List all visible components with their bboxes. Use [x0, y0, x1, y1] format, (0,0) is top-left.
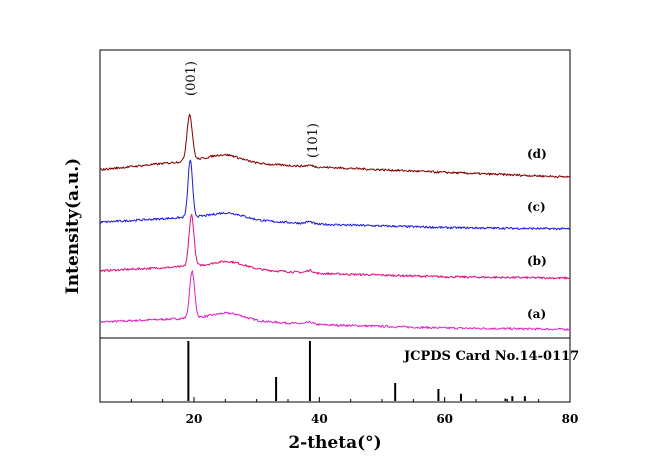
series-a-line [99, 270, 571, 331]
series-d-line [99, 113, 571, 179]
x-tick-label: 80 [562, 412, 579, 426]
x-axis-label: 2-theta(°) [288, 433, 381, 453]
reference-sticks [187, 341, 526, 401]
x-tick-label: 20 [186, 412, 203, 426]
series-group [99, 113, 571, 331]
peak-annotation-101: (101) [306, 123, 321, 158]
upper-panel-frame [99, 49, 571, 339]
series-b-label: (b) [527, 254, 547, 268]
peak-annotation-001: (001) [184, 61, 199, 96]
series-a-label: (a) [527, 307, 546, 321]
series-d-label: (d) [527, 147, 547, 161]
x-tick-label: 40 [311, 412, 328, 426]
series-b-line [99, 213, 570, 280]
series-c-label: (c) [527, 200, 546, 214]
reference-label: JCPDS Card No.14-0117 [403, 349, 579, 364]
y-axis-label: Intensity(a.u.) [63, 158, 83, 294]
x-tick-label: 60 [436, 412, 453, 426]
series-c-line [99, 159, 571, 231]
x-axis-ticks: 20 40 60 80 [99, 397, 579, 426]
lower-panel-frame [99, 337, 571, 403]
